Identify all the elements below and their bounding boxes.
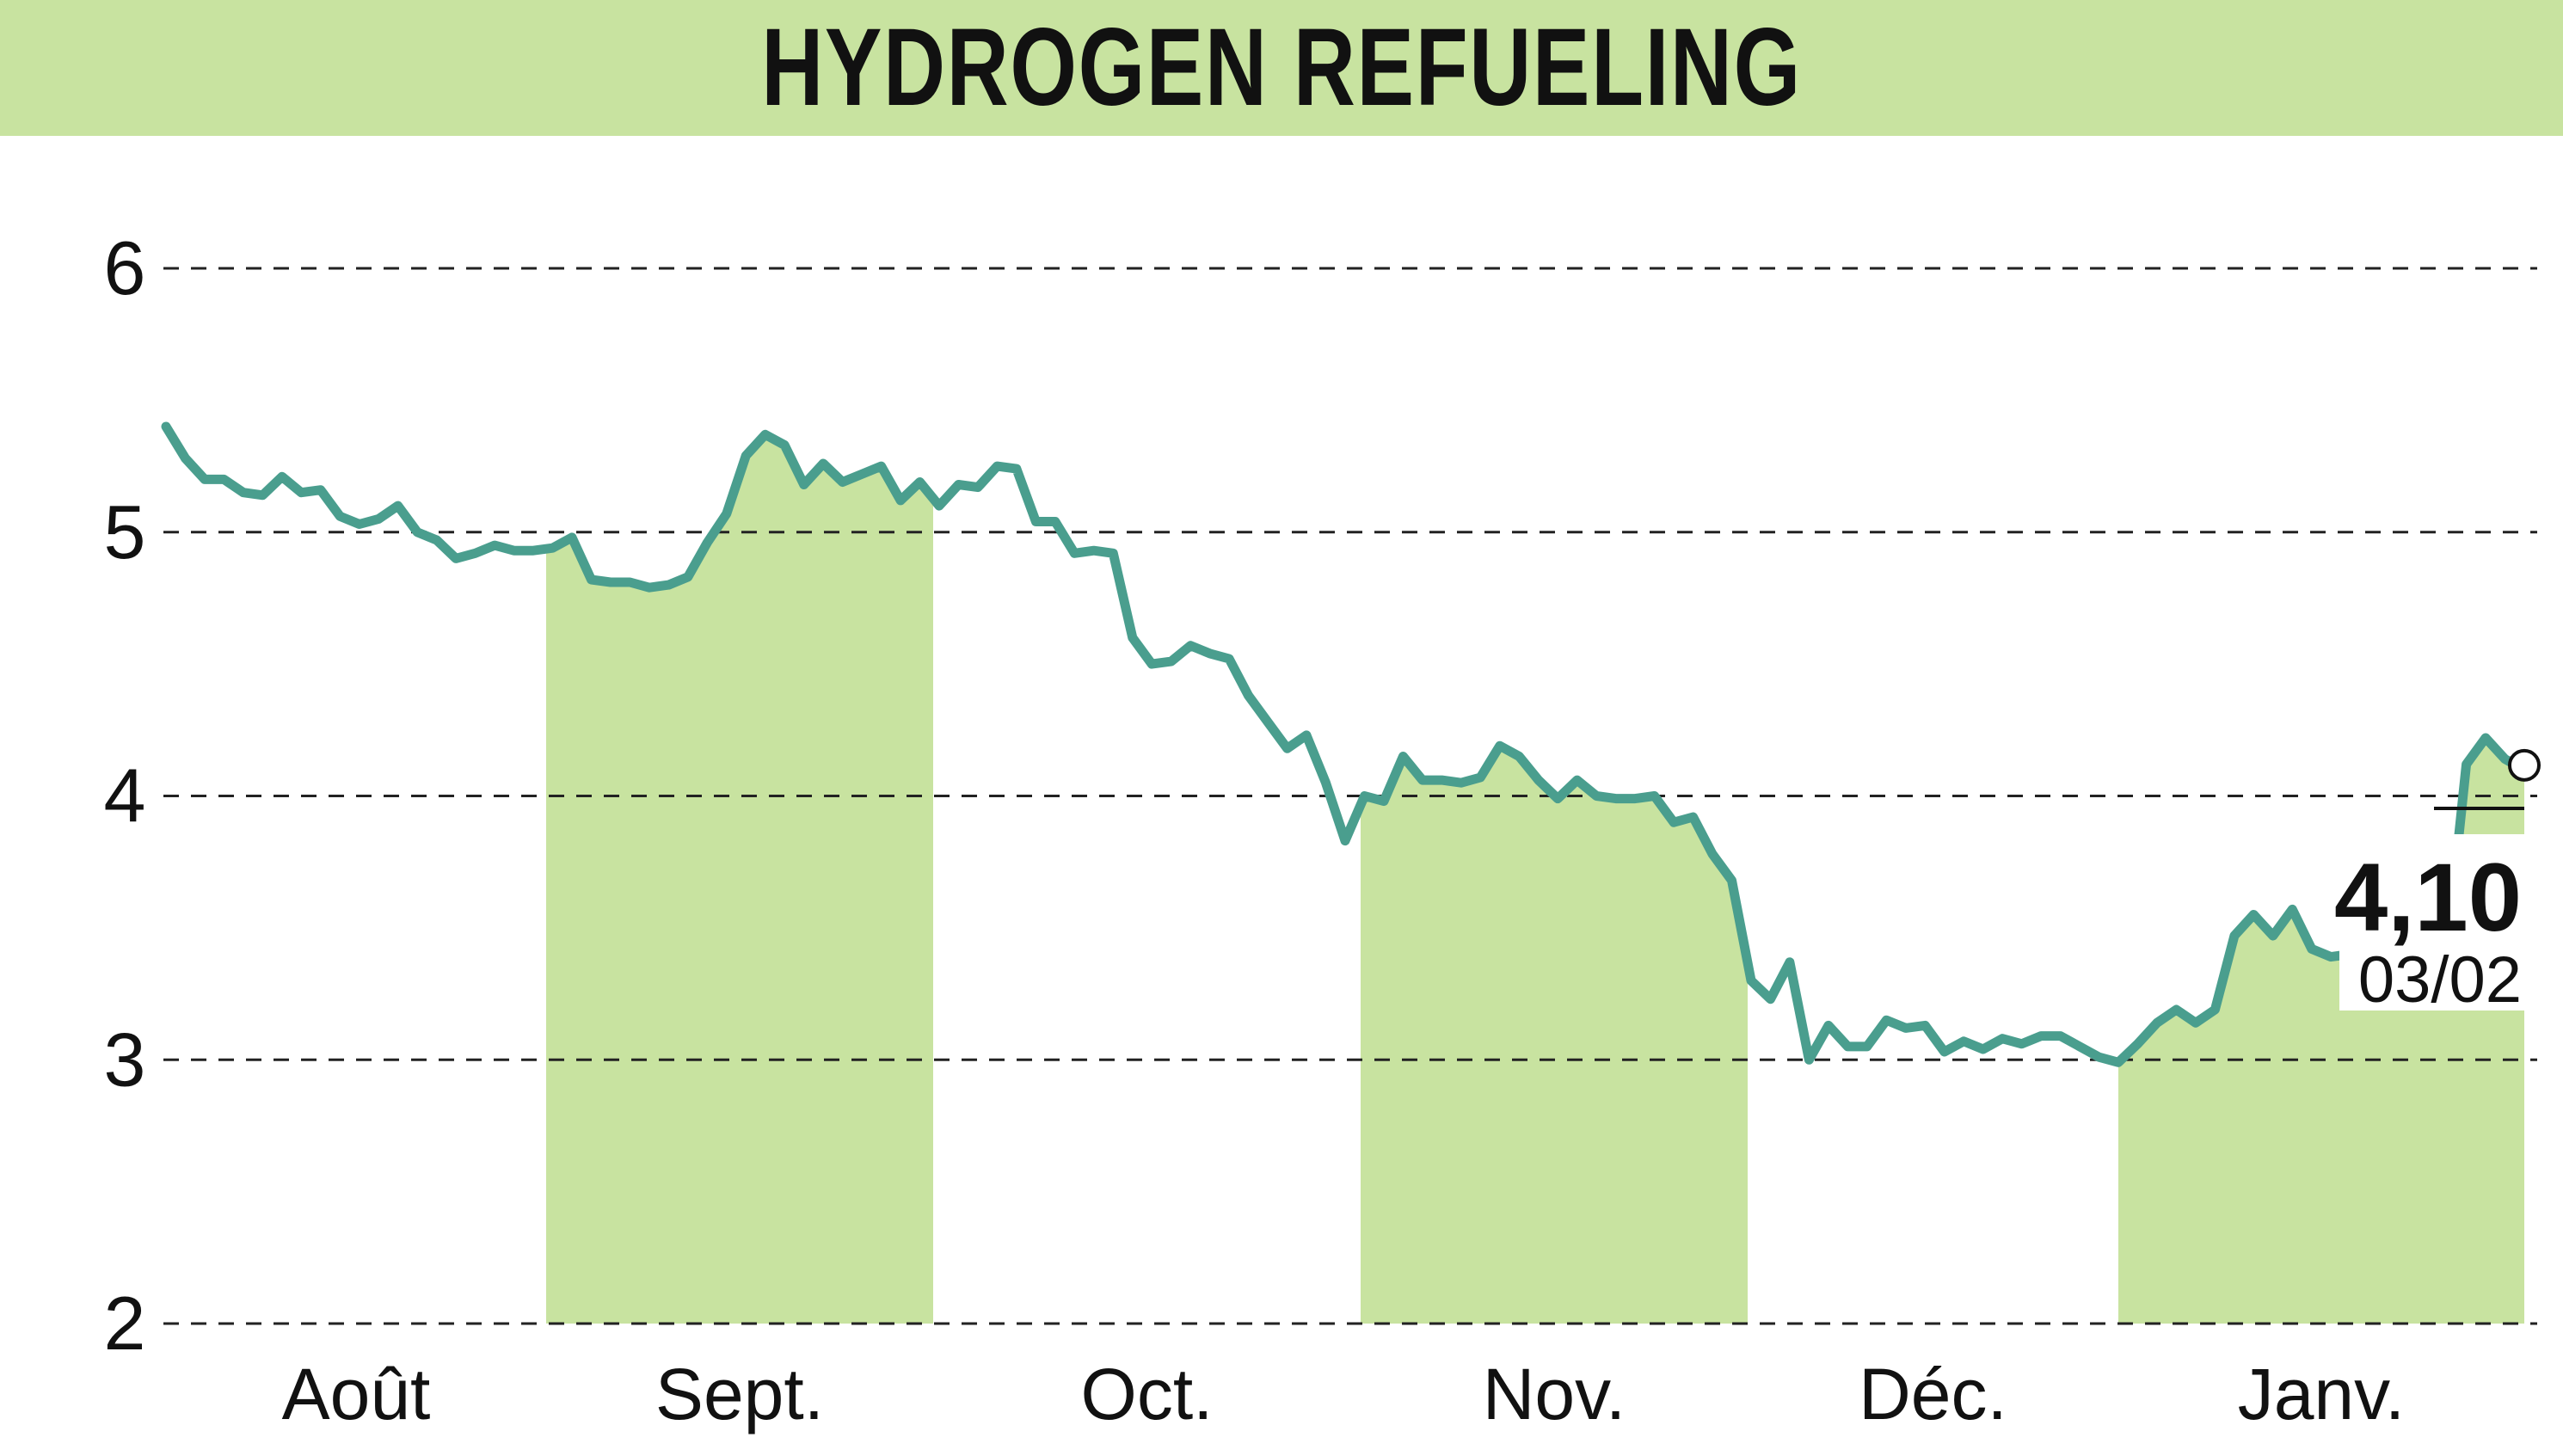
y-tick-label: 3 xyxy=(104,1017,146,1102)
price-line xyxy=(161,421,2529,1067)
x-tick-label: Déc. xyxy=(1859,1354,2007,1434)
x-tick-label: Oct. xyxy=(1080,1354,1213,1434)
chart-title: HYDROGEN REFUELING xyxy=(761,6,1802,129)
x-tick-label: Août xyxy=(282,1354,431,1434)
title-banner xyxy=(0,0,2563,136)
x-tick-label: Janv. xyxy=(2238,1354,2406,1434)
y-tick-label: 6 xyxy=(104,225,146,310)
y-tick-label: 2 xyxy=(104,1281,146,1366)
area-above-line xyxy=(166,268,2524,1063)
last-point-marker xyxy=(2508,748,2541,782)
y-tick-label: 5 xyxy=(104,489,146,574)
last-date-label: 03/02 xyxy=(2358,943,2522,1017)
x-tick-label: Sept. xyxy=(655,1354,824,1434)
month-shading-layer xyxy=(166,268,2524,1324)
x-axis: Août Sept. Oct. Nov. Déc. Janv. xyxy=(282,1354,2406,1434)
last-value-box xyxy=(2339,834,2529,1011)
y-axis: 2 3 4 5 6 xyxy=(104,225,146,1366)
y-tick-label: 4 xyxy=(104,753,146,839)
grid-layer xyxy=(163,267,2537,1325)
last-value-label: 4,10 xyxy=(2334,844,2522,951)
series-layer xyxy=(161,421,2541,1067)
x-tick-label: Nov. xyxy=(1483,1354,1626,1434)
